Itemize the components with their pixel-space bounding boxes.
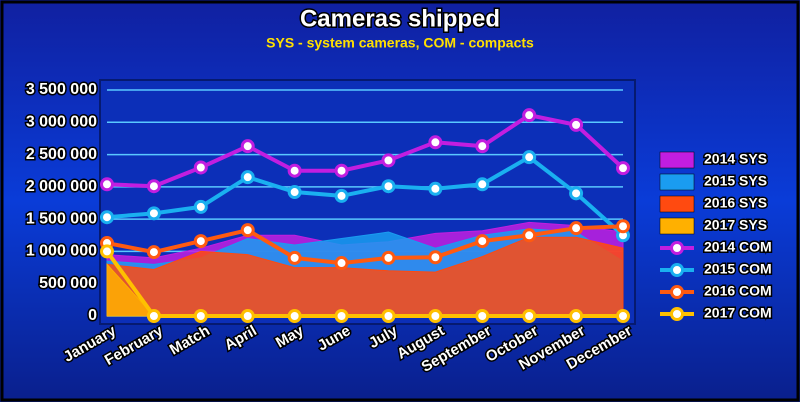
point	[146, 309, 161, 323]
y-tick-label: 0	[88, 307, 97, 324]
point	[381, 153, 396, 168]
line	[105, 250, 623, 318]
point	[100, 210, 114, 225]
chart-title: Cameras shipped	[300, 5, 500, 32]
point	[240, 309, 255, 323]
line	[106, 224, 624, 266]
y-tick-label: 3 000 000	[26, 114, 97, 131]
point	[334, 163, 349, 178]
y-tick-label: 1 000 000	[26, 243, 97, 260]
point	[287, 250, 302, 265]
point	[193, 234, 208, 249]
point	[428, 181, 443, 196]
point	[428, 135, 443, 150]
point	[100, 244, 114, 259]
point	[240, 223, 255, 238]
point	[193, 199, 208, 214]
point	[522, 150, 537, 165]
legend-marker	[670, 285, 684, 299]
point	[522, 309, 537, 323]
legend-label: 2014 COM	[704, 239, 772, 255]
point	[240, 139, 255, 154]
y-tick-label: 3 500 000	[26, 81, 97, 98]
point	[146, 206, 161, 221]
legend-marker	[670, 263, 684, 277]
legend-swatch	[659, 173, 695, 191]
point	[334, 309, 349, 323]
point	[381, 179, 396, 194]
legend-label: 2017 COM	[704, 305, 772, 321]
legend-marker	[670, 307, 684, 321]
point	[475, 177, 490, 192]
point	[475, 139, 490, 154]
point	[287, 163, 302, 178]
point	[146, 179, 161, 194]
point	[193, 309, 208, 323]
legend-label: 2015 SYS	[704, 173, 767, 189]
point	[616, 161, 630, 176]
point	[240, 170, 255, 185]
point	[475, 234, 490, 249]
line	[106, 154, 625, 237]
legend-label: 2014 SYS	[704, 151, 767, 167]
legend-swatch	[659, 151, 695, 169]
point	[475, 309, 490, 323]
point	[381, 250, 396, 265]
point	[616, 309, 630, 323]
y-tick-label: 500 000	[39, 275, 97, 292]
point	[381, 309, 396, 323]
point	[522, 228, 537, 243]
point	[193, 160, 208, 175]
point	[428, 309, 443, 323]
point	[569, 117, 584, 132]
point	[616, 219, 630, 234]
legend-swatch	[659, 195, 695, 213]
legend-marker	[670, 241, 684, 255]
point	[334, 188, 349, 203]
legend-label: 2016 SYS	[704, 195, 767, 211]
y-tick-label: 2 500 000	[26, 146, 97, 163]
legend-label: 2015 COM	[704, 261, 772, 277]
y-tick-label: 2 000 000	[26, 178, 97, 195]
chart-subtitle: SYS - system cameras, COM - compacts	[266, 35, 534, 51]
point	[100, 177, 114, 192]
line	[106, 113, 625, 189]
point	[522, 108, 537, 123]
area	[106, 236, 624, 317]
y-tick-label: 1 500 000	[26, 210, 97, 227]
point	[287, 185, 302, 200]
point	[569, 186, 584, 201]
legend-label: 2017 SYS	[704, 217, 767, 233]
legend-swatch	[659, 217, 695, 235]
legend-label: 2016 COM	[704, 283, 772, 299]
point	[334, 256, 349, 271]
point	[428, 250, 443, 265]
point	[146, 245, 161, 260]
point	[569, 221, 584, 236]
point	[287, 309, 302, 323]
point	[569, 309, 584, 323]
